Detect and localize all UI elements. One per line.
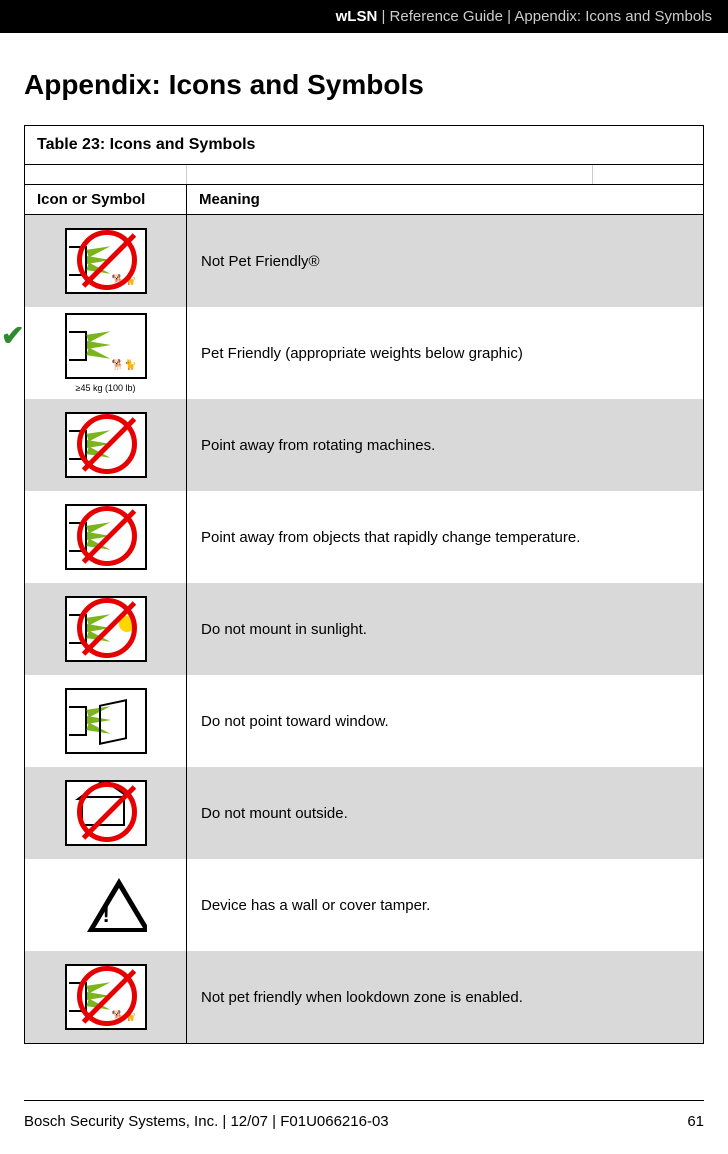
not-pet-friendly-icon: 🐕🐈 [65, 228, 147, 294]
table-header-row: Icon or Symbol Meaning [25, 185, 703, 215]
col-meaning-header: Meaning [187, 185, 703, 214]
page-header: wLSN | Reference Guide | Appendix: Icons… [0, 0, 728, 33]
table-row: Do not mount outside. [25, 767, 703, 859]
meaning-cell: Point away from rotating machines. [187, 399, 703, 491]
header-sep-1: | [381, 8, 389, 25]
icon-cell: ! [25, 859, 187, 951]
icon-cell [25, 399, 187, 491]
page-footer: Bosch Security Systems, Inc. | 12/07 | F… [24, 1100, 704, 1130]
icon-cell [25, 675, 187, 767]
table-row: ✔🐕🐈≥45 kg (100 lb)Pet Friendly (appropri… [25, 307, 703, 399]
caption-prefix: Table 23: [37, 136, 105, 153]
meaning-cell: Point away from objects that rapidly cha… [187, 491, 703, 583]
weight-label: ≥45 kg (100 lb) [76, 383, 136, 393]
table-row: ! Device has a wall or cover tamper. [25, 859, 703, 951]
table-row: 🐕🐈 Not Pet Friendly® [25, 215, 703, 307]
icon-cell [25, 491, 187, 583]
icons-table: Table 23: Icons and Symbols Icon or Symb… [24, 125, 704, 1044]
icon-cell: 🐕🐈 [25, 951, 187, 1043]
icon-cell: 🐕🐈 [25, 215, 187, 307]
header-product: wLSN [336, 8, 378, 25]
footer-company: Bosch Security Systems, Inc. | 12/07 | F… [24, 1113, 389, 1130]
header-breadcrumb-2: Appendix: Icons and Symbols [514, 8, 712, 25]
icon-cell: ✔🐕🐈≥45 kg (100 lb) [25, 307, 187, 399]
table-row: Point away from objects that rapidly cha… [25, 491, 703, 583]
table-row: Point away from rotating machines. [25, 399, 703, 491]
pet-friendly-icon: 🐕🐈 [65, 313, 147, 379]
no-window-icon [65, 688, 147, 754]
table-row: Do not point toward window. [25, 675, 703, 767]
meaning-cell: Pet Friendly (appropriate weights below … [187, 307, 703, 399]
table-row: 🐕🐈 Not pet friendly when lookdown zone is… [25, 951, 703, 1043]
rotating-machines-icon [65, 412, 147, 478]
content-area: Appendix: Icons and Symbols Table 23: Ic… [0, 33, 728, 1064]
temperature-change-icon [65, 504, 147, 570]
caption-title: Icons and Symbols [110, 136, 256, 153]
no-outside-icon [65, 780, 147, 846]
meaning-cell: Do not point toward window. [187, 675, 703, 767]
tamper-icon: ! [65, 872, 147, 938]
icon-cell [25, 583, 187, 675]
table-caption: Table 23: Icons and Symbols [25, 126, 703, 165]
table-row: Do not mount in sunlight. [25, 583, 703, 675]
page-title: Appendix: Icons and Symbols [24, 69, 704, 101]
meaning-cell: Do not mount outside. [187, 767, 703, 859]
no-sunlight-icon [65, 596, 147, 662]
meaning-cell: Not Pet Friendly® [187, 215, 703, 307]
lookdown-not-pet-icon: 🐕🐈 [65, 964, 147, 1030]
table-body: 🐕🐈Not Pet Friendly®✔🐕🐈≥45 kg (100 lb)Pet… [25, 215, 703, 1043]
spacer-row [25, 165, 703, 185]
meaning-cell: Not pet friendly when lookdown zone is e… [187, 951, 703, 1043]
footer-page-number: 61 [687, 1113, 704, 1130]
icon-cell [25, 767, 187, 859]
header-breadcrumb-1: Reference Guide [390, 8, 503, 25]
meaning-cell: Do not mount in sunlight. [187, 583, 703, 675]
meaning-cell: Device has a wall or cover tamper. [187, 859, 703, 951]
col-icon-header: Icon or Symbol [25, 185, 187, 214]
